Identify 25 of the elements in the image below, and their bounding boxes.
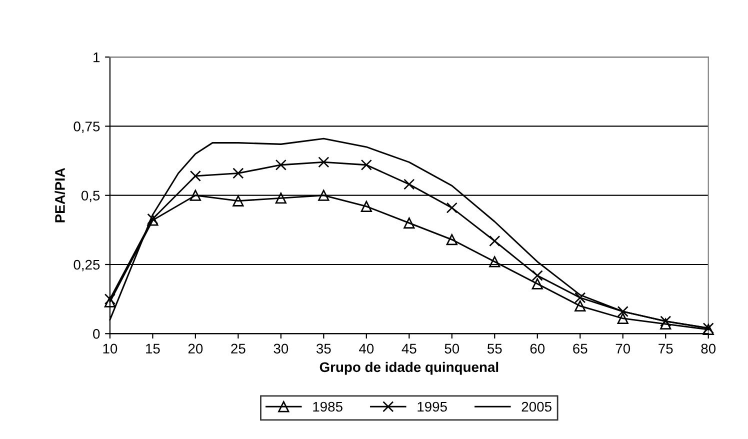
x-axis-title: Grupo de idade quinquenal (320, 362, 498, 375)
y-tick-label: 0,25 (74, 260, 100, 272)
legend-label: 2005 (522, 402, 552, 412)
x-tick-label: 15 (146, 344, 160, 354)
legend-label: 1985 (313, 402, 342, 412)
x-tick-label: 75 (658, 344, 673, 354)
x-tick-label: 65 (573, 344, 588, 354)
x-tick-label: 70 (616, 344, 630, 354)
x-tick-label: 20 (188, 344, 203, 354)
x-tick-label: 35 (316, 344, 331, 354)
y-tick-label: 1 (94, 52, 100, 62)
y-tick-label: 0,75 (74, 122, 100, 134)
x-tick-label: 45 (402, 344, 416, 354)
x-tick-label: 30 (274, 344, 288, 354)
x-tick-label: 55 (487, 344, 502, 354)
x-tick-label: 80 (701, 344, 716, 354)
x-tick-label: 60 (530, 344, 545, 354)
x-tick-label: 10 (103, 344, 118, 354)
x-tick-label: 50 (444, 344, 460, 354)
x-tick-label: 25 (231, 344, 246, 354)
y-axis-title: PEA/PIA (54, 168, 66, 222)
legend-label: 1995 (418, 402, 447, 412)
x-tick-label: 40 (359, 344, 374, 354)
y-tick-label: 0 (93, 328, 100, 339)
y-tick-label: 0,5 (81, 190, 100, 202)
